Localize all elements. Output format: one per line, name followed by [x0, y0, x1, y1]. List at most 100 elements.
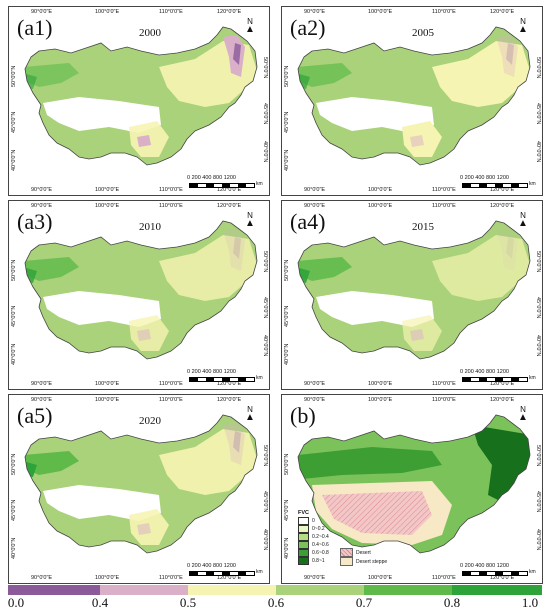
- fvc-legend: FVC 0 0~0.2 0.2~0.4 0.4~0.6 0.6~0.8 0.8~1: [298, 510, 329, 565]
- no-vegetation-region: [316, 97, 434, 133]
- latitude-label: 45°0'0"N: [262, 491, 268, 513]
- scale-bar-graphic: [462, 571, 528, 576]
- longitude-label: 110°0'0"E: [159, 397, 183, 403]
- map-panel-b: (b) N ▲ 90°0'0"E 90°0'0"E 100°0'0"E 100°0'0"E 1…: [281, 394, 543, 584]
- scale-bar-unit: km: [256, 569, 263, 575]
- latitude-label: 50°0'0"N: [535, 251, 541, 273]
- scale-bar-graphic: [189, 183, 255, 188]
- scale-bar: 0 200 400 800 1200 km: [460, 369, 538, 385]
- no-vegetation-region: [43, 485, 161, 521]
- longitude-label: 120°0'0"E: [490, 381, 515, 387]
- panel-label: (a2): [290, 15, 326, 40]
- fvc-region-lowest: [506, 237, 514, 259]
- longitude-label: 100°0'0"E: [368, 187, 393, 193]
- longitude-label: 110°0'0"E: [432, 381, 456, 387]
- longitude-label: 100°0'0"E: [95, 187, 120, 193]
- latitude-label: 45°0'0"N: [262, 297, 268, 319]
- fvc-region-lower: [137, 329, 151, 341]
- latitude-label: 40°0'0"N: [535, 335, 541, 357]
- north-arrow-icon: N ▲: [245, 405, 255, 423]
- fvc-region-lower: [496, 229, 518, 271]
- latitude-label: 45°0'0"N: [11, 499, 17, 521]
- scale-bar-numbers: 0 200 400 800 1200: [460, 563, 509, 569]
- longitude-label: 90°0'0"E: [304, 397, 326, 403]
- colorbar-segment-0: [8, 585, 100, 595]
- longitude-label: 90°0'0"E: [304, 9, 326, 15]
- colorbar-ticks: 0.0 0.4 0.5 0.6 0.7 0.8 1.0: [0, 595, 550, 613]
- latitude-label: 50°0'0"N: [262, 251, 268, 273]
- fvc-map: [24, 220, 258, 360]
- longitude-label: 100°0'0"E: [95, 575, 120, 581]
- scale-bar-numbers: 0 200 400 800 1200: [187, 175, 236, 181]
- legend-swatch: [298, 557, 309, 565]
- legend-item: Desert: [340, 548, 387, 557]
- fvc-region-lower: [223, 423, 245, 465]
- legend-item: Desert steppe: [340, 557, 387, 566]
- legend-label: 0.2~0.4: [312, 534, 329, 540]
- year-label: 2005: [412, 27, 434, 39]
- legend-item: 0.2~0.4: [298, 533, 329, 541]
- longitude-label: 110°0'0"E: [159, 381, 183, 387]
- legend-swatch: [298, 525, 309, 533]
- colorbar-tick: 0.4: [91, 595, 109, 610]
- scale-bar-graphic: [462, 377, 528, 382]
- latitude-label: 45°0'0"N: [535, 103, 541, 125]
- fvc-region-lower: [496, 35, 518, 77]
- latitude-label: 50°0'0"N: [284, 259, 290, 281]
- colorbar-tick: 0.7: [355, 595, 373, 610]
- colorbar-segment-4: [364, 585, 452, 595]
- scale-bar-unit: km: [529, 181, 536, 187]
- scale-bar-unit: km: [529, 569, 536, 575]
- longitude-label: 90°0'0"E: [304, 575, 326, 581]
- legend-label: 0.6~0.8: [312, 550, 329, 556]
- latitude-label: 50°0'0"N: [11, 259, 17, 281]
- panel-label: (a1): [17, 15, 53, 40]
- longitude-label: 110°0'0"E: [432, 203, 456, 209]
- latitude-label: 50°0'0"N: [262, 445, 268, 467]
- map-panel-a1: (a1) 2000 N ▲ 90°0'0"E 90°0'0"E 100°0'0"E 100°0…: [8, 6, 270, 196]
- panel-label: (a3): [17, 209, 53, 234]
- longitude-label: 120°0'0"E: [217, 575, 242, 581]
- scale-bar-numbers: 0 200 400 800 1200: [460, 369, 509, 375]
- fvc-region-low: [159, 235, 257, 301]
- colorbar-tick: 0.6: [267, 595, 285, 610]
- latitude-label: 40°0'0"N: [284, 537, 290, 559]
- no-vegetation-region: [43, 291, 161, 327]
- legend-item: 0.8~1: [298, 557, 329, 565]
- year-label: 2015: [412, 221, 434, 233]
- longitude-label: 90°0'0"E: [31, 381, 53, 387]
- colorbar-segment-2: [188, 585, 276, 595]
- latitude-label: 40°0'0"N: [11, 149, 17, 171]
- fvc-region-lower: [137, 523, 151, 535]
- longitude-label: 110°0'0"E: [432, 575, 456, 581]
- colorbar-segment-1: [100, 585, 188, 595]
- north-arrow-icon: N ▲: [518, 17, 528, 35]
- fvc-region-low: [432, 41, 530, 107]
- latitude-label: 45°0'0"N: [535, 491, 541, 513]
- fvc-class-area: [298, 447, 442, 479]
- fvc-region-high: [25, 63, 79, 87]
- fvc-region-lowest: [506, 43, 514, 65]
- longitude-label: 120°0'0"E: [490, 575, 515, 581]
- fvc-region-lowest: [233, 237, 241, 259]
- fvc-region-low: [159, 429, 257, 495]
- scale-bar: 0 200 400 800 1200 km: [460, 175, 538, 191]
- colorbar-segment-5: [452, 585, 542, 595]
- latitude-label: 40°0'0"N: [11, 537, 17, 559]
- latitude-label: 40°0'0"N: [535, 529, 541, 551]
- colorbar-tick: 0.0: [7, 595, 25, 610]
- longitude-label: 90°0'0"E: [31, 187, 53, 193]
- longitude-label: 120°0'0"E: [217, 397, 242, 403]
- legend-label: 0.4~0.6: [312, 542, 329, 548]
- latitude-label: 45°0'0"N: [284, 111, 290, 133]
- panel-label: (b): [290, 403, 316, 428]
- fvc-map: [297, 220, 531, 360]
- fvc-region-high: [298, 63, 352, 87]
- latitude-label: 40°0'0"N: [535, 141, 541, 163]
- scale-bar: 0 200 400 800 1200 km: [187, 175, 265, 191]
- year-label: 2010: [139, 221, 161, 233]
- scale-bar-numbers: 0 200 400 800 1200: [187, 563, 236, 569]
- north-arrow-icon: N ▲: [245, 211, 255, 229]
- longitude-label: 100°0'0"E: [368, 9, 393, 15]
- north-arrow-icon: N ▲: [245, 17, 255, 35]
